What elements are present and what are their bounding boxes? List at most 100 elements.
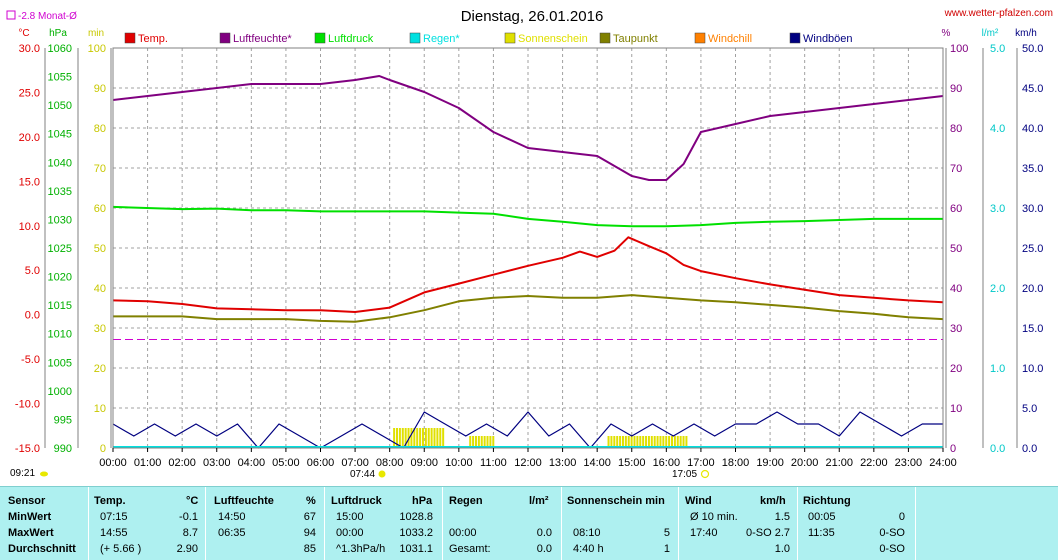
x-tick-label: 03:00	[203, 457, 231, 469]
stat-sun-time: 08:10	[573, 527, 601, 539]
axis-tick-pressure: 1050	[48, 100, 72, 112]
axis-tick-pressure: 1025	[48, 243, 72, 255]
stat-hum-time: 14:50	[218, 511, 246, 523]
axis-tick-temp: 20.0	[19, 132, 40, 144]
stat-wind-time: 17:40	[690, 527, 718, 539]
axis-unit-rain: l/m²	[982, 28, 999, 39]
header-direction: Richtung	[803, 495, 851, 507]
sunshine-bar	[442, 428, 445, 448]
axis-tick-temp: -10.0	[15, 399, 40, 411]
x-tick-label: 21:00	[825, 457, 853, 469]
sunshine-bar	[439, 428, 442, 448]
axis-tick-minutes: 40	[94, 283, 106, 295]
axis-tick-pressure: 1055	[48, 72, 72, 84]
x-tick-label: 11:00	[480, 457, 507, 469]
sunshine-bar	[472, 436, 475, 448]
x-tick-label: 02:00	[168, 457, 196, 469]
stat-dir-val: 0-SO	[879, 543, 905, 555]
sunshine-bar	[427, 428, 430, 448]
legend-label: Windchill	[708, 33, 752, 45]
axis-tick-pressure: 1040	[48, 157, 72, 169]
stat-temp-time: 14:55	[100, 527, 128, 539]
axis-tick-rain: 0.0	[990, 443, 1005, 455]
sunshine-bar	[393, 428, 396, 448]
axis-tick-minutes: 30	[94, 323, 106, 335]
sunshine-bar	[668, 436, 671, 448]
axis-tick-temp: 5.0	[25, 265, 40, 277]
sunshine-bar	[421, 428, 424, 448]
stat-dir-val: 0	[898, 511, 905, 523]
stat-wind-time: Ø 10 min.	[690, 511, 738, 523]
axis-tick-wind: 35.0	[1022, 163, 1043, 175]
stat-dir-val: 0-SO	[879, 527, 905, 539]
sunshine-bar	[474, 436, 477, 448]
axis-tick-wind: 5.0	[1022, 403, 1037, 415]
stat-press-val: 1031.1	[399, 543, 433, 555]
axis-tick-pressure: 1005	[48, 357, 72, 369]
legend-swatch	[409, 32, 421, 44]
series-line-luftfeuchte	[112, 75, 944, 181]
axis-tick-percent: 30	[950, 323, 962, 335]
x-tick-label: 22:00	[860, 457, 888, 469]
sunshine-bar	[616, 436, 619, 448]
x-tick-label: 00:00	[99, 457, 127, 469]
header-temp: Temp.	[94, 495, 126, 507]
axis-tick-wind: 15.0	[1022, 323, 1043, 335]
x-tick-label: 06:00	[307, 457, 335, 469]
sunshine-bar	[469, 436, 472, 448]
stat-hum-val: 85	[303, 543, 316, 555]
sunshine-bar	[413, 428, 416, 448]
legend-swatch	[694, 32, 706, 44]
stat-label: MaxWert	[8, 527, 54, 539]
sunshine-bar	[424, 428, 427, 448]
axis-unit-pressure: hPa	[49, 28, 67, 39]
legend-label: Regen*	[423, 33, 460, 45]
header-wind: Wind	[685, 495, 712, 507]
axis-tick-percent: 100	[950, 43, 968, 55]
stat-label: MinWert	[8, 511, 52, 523]
x-tick-label: 07:00	[341, 457, 369, 469]
sunshine-bar	[610, 436, 613, 448]
axis-tick-minutes: 20	[94, 363, 106, 375]
x-tick-label: 14:00	[583, 457, 611, 469]
axis-tick-pressure: 1035	[48, 186, 72, 198]
stat-label: Durchschnitt	[8, 543, 76, 555]
series-line-temp	[112, 236, 944, 313]
sunshine-bar	[682, 436, 685, 448]
sunset-sun-icon	[700, 469, 710, 479]
sunshine-bar	[401, 428, 404, 448]
sunshine-bar	[607, 436, 610, 448]
x-tick-label: 20:00	[791, 457, 819, 469]
axis-tick-percent: 60	[950, 203, 962, 215]
stat-dir-time: 00:05	[808, 511, 836, 523]
stat-hum-time: 06:35	[218, 527, 246, 539]
month-average-marker	[6, 10, 16, 20]
legend-label: Temp.	[138, 33, 168, 45]
stat-dir-time: 11:35	[808, 527, 835, 539]
axis-tick-wind: 20.0	[1022, 283, 1043, 295]
header-rain: Regen	[449, 495, 483, 507]
sunset-time: 17:05	[672, 469, 697, 480]
moonrise-time: 09:21	[10, 468, 35, 479]
stat-wind-val: 1.0	[774, 543, 790, 555]
stat-press-val: 1028.8	[399, 511, 433, 523]
axis-tick-pressure: 1000	[48, 386, 72, 398]
stat-rain-time: Gesamt:	[449, 543, 491, 555]
sunshine-bar	[647, 436, 650, 448]
sunshine-bar	[621, 436, 624, 448]
stat-sun-val: 5	[663, 527, 670, 539]
sunshine-bar	[489, 436, 492, 448]
stat-press-time: 00:00	[336, 527, 364, 539]
series-line-taupunkt	[113, 294, 944, 323]
site-link[interactable]: www.wetter-pfalzen.com	[944, 8, 1053, 19]
stat-press-time: ^1.3hPa/h	[336, 543, 386, 555]
x-tick-label: 09:00	[410, 457, 438, 469]
axis-tick-wind: 30.0	[1022, 203, 1043, 215]
sunshine-bars	[393, 428, 688, 448]
stat-temp-val: 2.90	[176, 543, 198, 555]
axis-unit-temp: °C	[18, 28, 29, 39]
axis-tick-pressure: 1015	[48, 300, 72, 312]
sunshine-bar	[670, 436, 673, 448]
header-pressure-unit: hPa	[412, 495, 433, 507]
axis-tick-rain: 5.0	[990, 43, 1005, 55]
